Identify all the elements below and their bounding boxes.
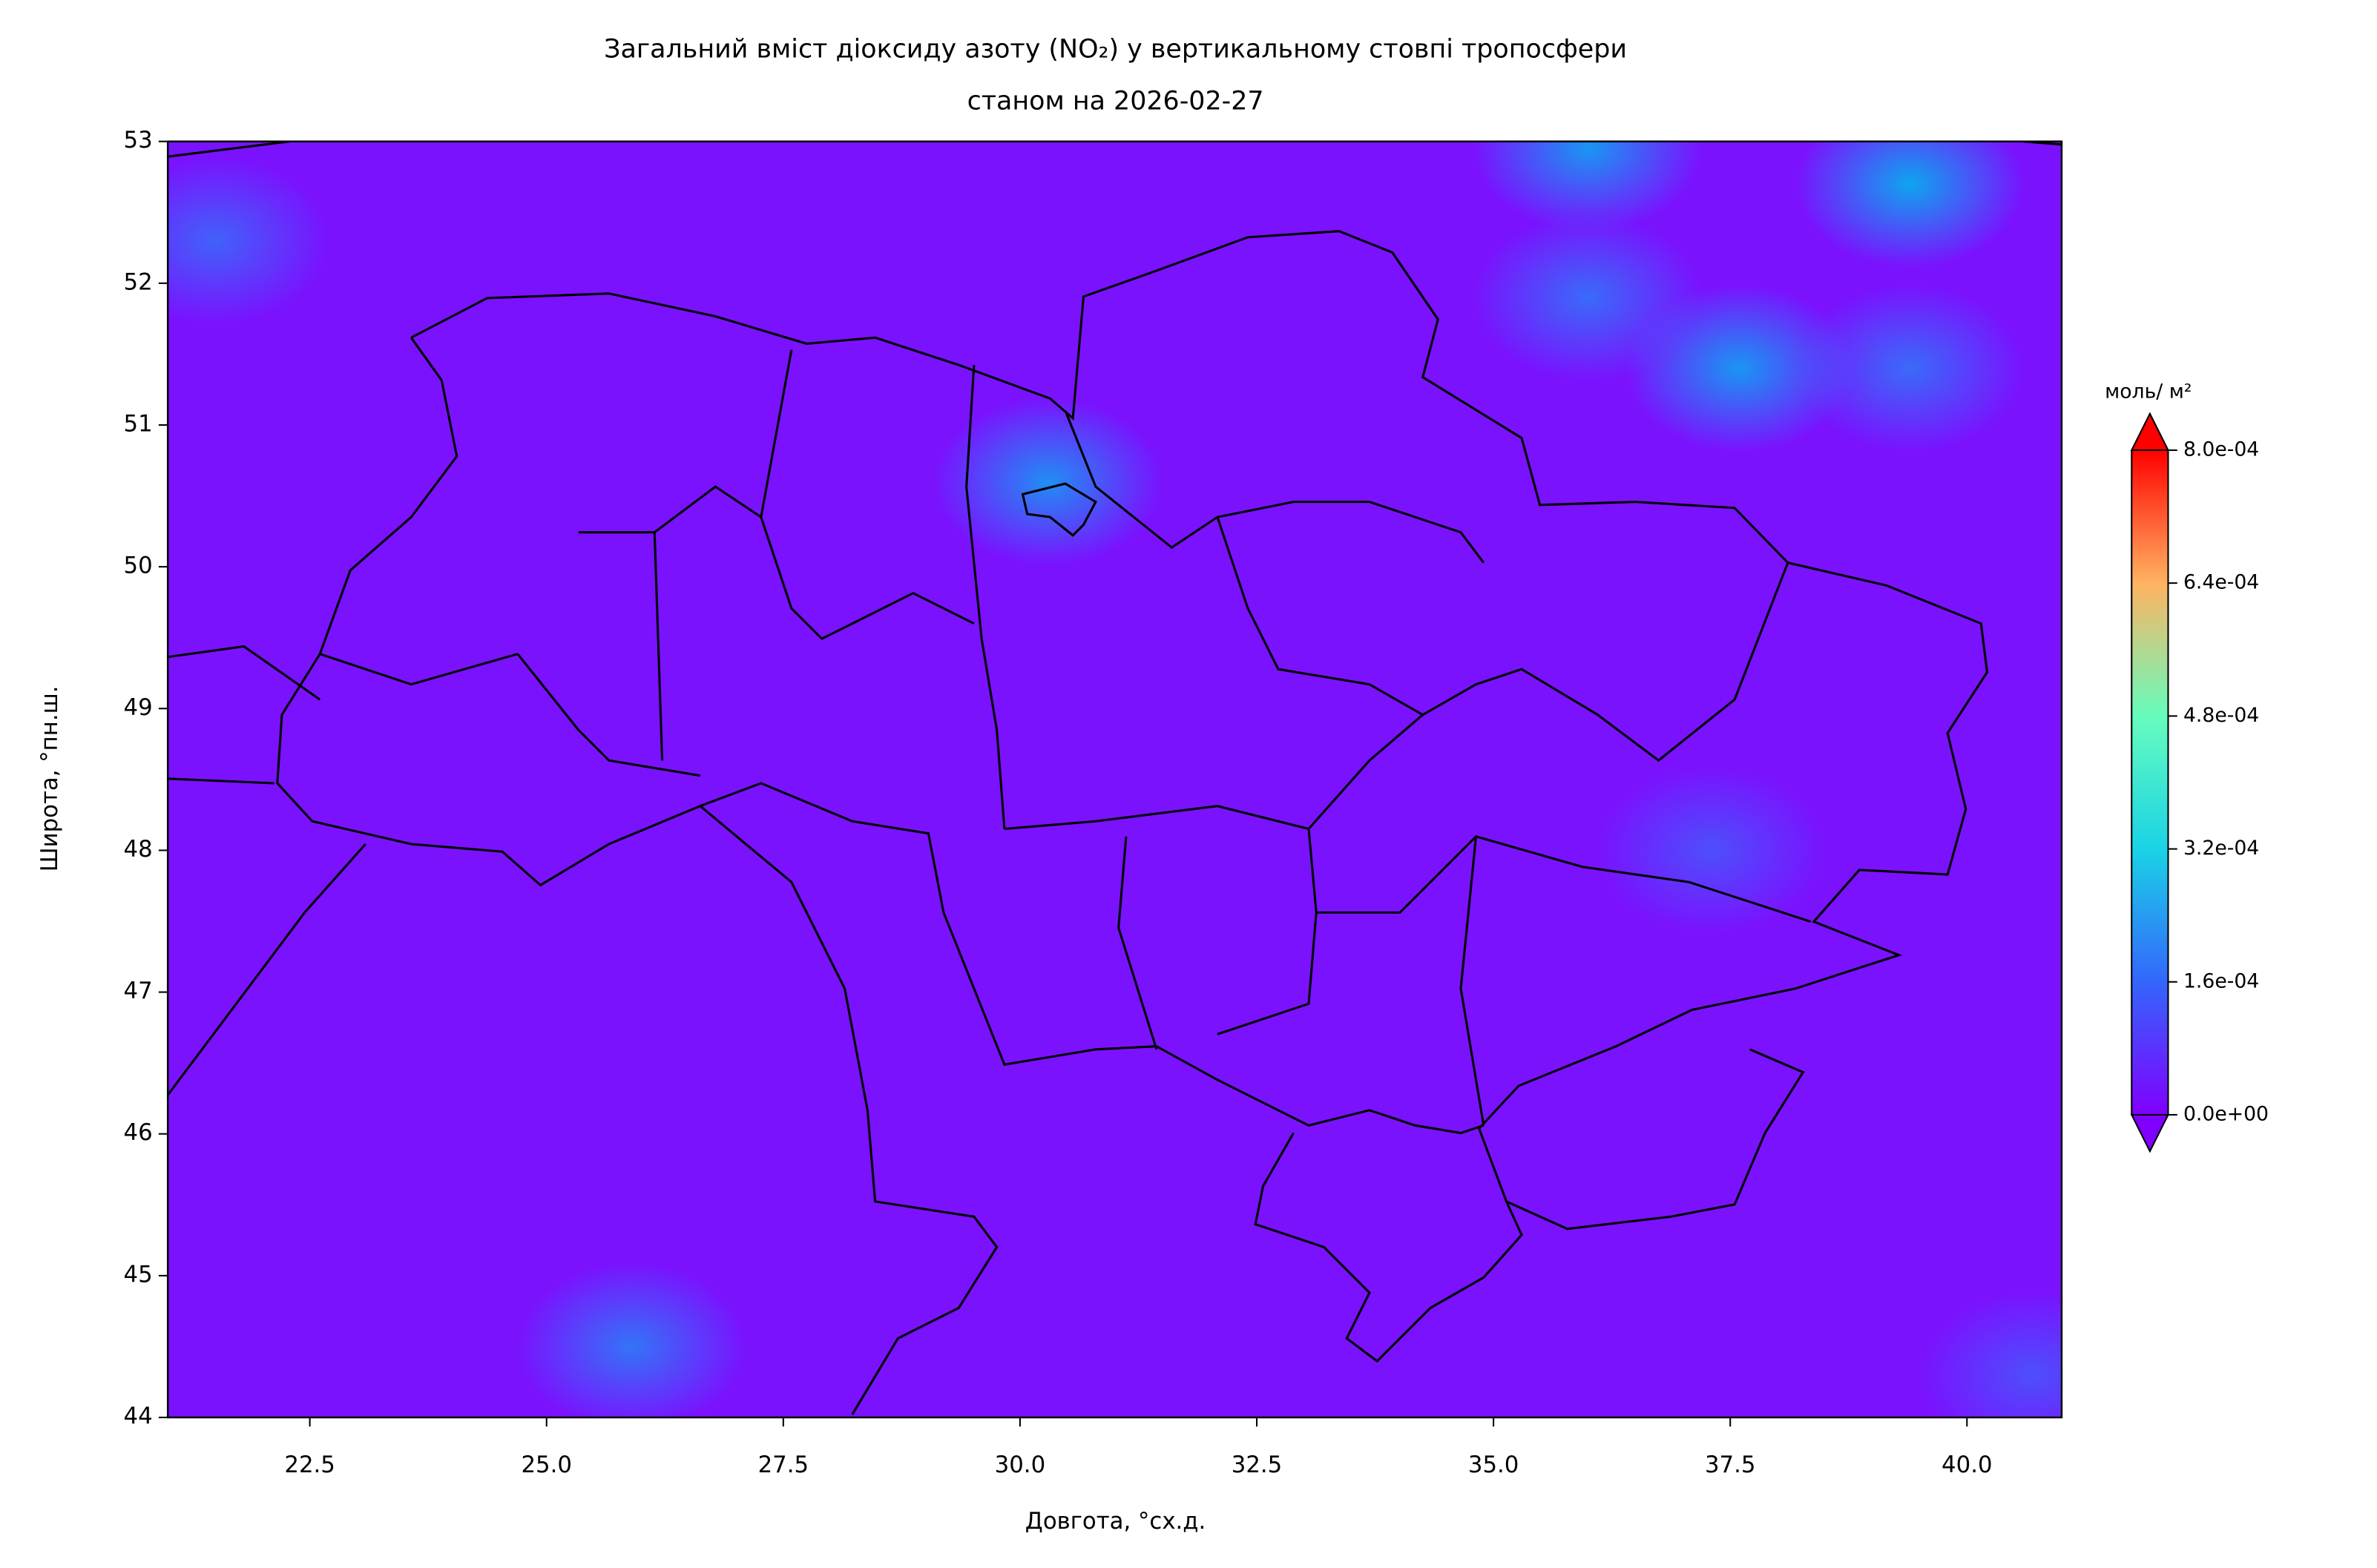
y-tick-label: 49 xyxy=(124,694,153,721)
x-tick-label: 30.0 xyxy=(995,1452,1045,1478)
colorbar-label: моль/ м² xyxy=(2105,381,2192,403)
region-border xyxy=(319,349,1812,1126)
colorbar: моль/ м² 0.0e+00 1.6e-04 3.2e-04 4.8e-04 6.4… xyxy=(2105,381,2269,1153)
hotspot xyxy=(1795,141,2025,268)
x-tick-label: 37.5 xyxy=(1705,1452,1755,1478)
x-tick-label: 27.5 xyxy=(758,1452,809,1478)
y-tick-label: 48 xyxy=(124,836,153,863)
hotspot xyxy=(1473,214,1703,381)
x-tick-label: 25.0 xyxy=(521,1452,571,1478)
x-axis-label: Довгота, °сх.д. xyxy=(1025,1508,1206,1535)
hotspot xyxy=(517,1262,746,1418)
colorbar-tick-label: 6.4e-04 xyxy=(2183,571,2259,594)
x-tick-label: 35.0 xyxy=(1468,1452,1519,1478)
coast xyxy=(1156,1045,1523,1363)
colorbar-gradient xyxy=(2131,449,2169,1115)
colorbar-tick-label: 3.2e-04 xyxy=(2183,837,2259,860)
colorbar-tick-label: 0.0e+00 xyxy=(2183,1102,2269,1125)
y-tick-label: 47 xyxy=(124,978,153,1004)
chart-title: Загальний вміст діоксиду азоту (NO₂) у в… xyxy=(604,35,1627,65)
borders xyxy=(168,141,2062,1415)
north-border xyxy=(168,141,2062,1096)
x-tick-label: 32.5 xyxy=(1232,1452,1282,1478)
colorbar-frame xyxy=(2131,449,2169,1115)
colorbar-extend-min xyxy=(2130,1113,2170,1153)
chart-subtitle: станом на 2026-02-27 xyxy=(967,86,1264,116)
field xyxy=(168,141,2062,1418)
x-tick-label: 22.5 xyxy=(284,1452,335,1478)
y-tick-label: 51 xyxy=(124,410,153,437)
hotspot xyxy=(1474,141,1703,232)
colorbar-tick-label: 8.0e-04 xyxy=(2183,438,2259,461)
x-tick-label: 40.0 xyxy=(1942,1452,1992,1478)
y-axis-label: Широта, °пн.ш. xyxy=(36,685,63,872)
colorbar-extend-max xyxy=(2130,412,2170,451)
y-tick-label: 50 xyxy=(124,553,153,579)
kyiv xyxy=(1021,482,1097,537)
y-tick-label: 44 xyxy=(124,1403,153,1430)
hotspot xyxy=(934,398,1163,566)
plot-frame xyxy=(166,140,2063,1419)
colorbar-tick-label: 1.6e-04 xyxy=(2183,969,2259,992)
y-tick-label: 52 xyxy=(124,269,153,295)
colorbar-tick-label: 4.8e-04 xyxy=(2183,704,2259,727)
y-tick-label: 46 xyxy=(124,1119,153,1146)
y-tick-label: 53 xyxy=(124,127,153,154)
hotspot xyxy=(1795,284,2025,452)
south-border xyxy=(699,805,999,1415)
ukraine-border xyxy=(410,230,1989,1231)
hotspot xyxy=(168,157,329,325)
hotspot xyxy=(1597,766,1826,935)
hotspot xyxy=(1919,1291,2062,1418)
west-border xyxy=(276,337,1157,1067)
y-tick-label: 45 xyxy=(124,1261,153,1288)
